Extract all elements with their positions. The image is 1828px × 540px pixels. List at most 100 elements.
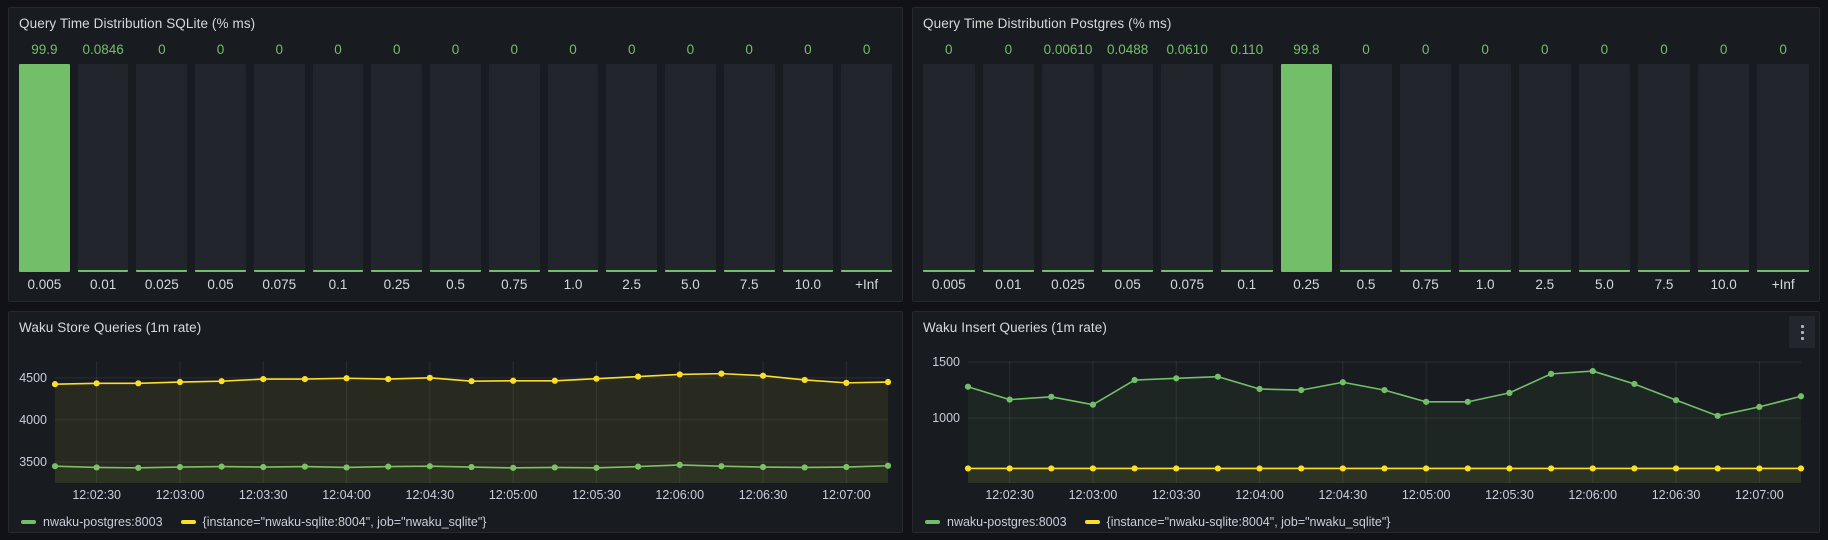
- bucket-value-label: 0: [275, 42, 284, 57]
- data-point: [93, 464, 100, 471]
- bucket-x-label: 7.5: [1654, 277, 1674, 292]
- legend-series-label: nwaku-postgres:8003: [947, 515, 1067, 529]
- histogram-bucket: 0 0.01: [982, 38, 1035, 295]
- bucket-x-label: 0.075: [262, 277, 297, 292]
- histogram-bar-fill: [547, 270, 599, 272]
- data-point: [1339, 379, 1346, 386]
- histogram-bar-fill: [606, 270, 658, 272]
- y-tick-label: 1500: [932, 355, 960, 369]
- panel-title[interactable]: Waku Insert Queries (1m rate): [923, 319, 1107, 335]
- bucket-value-label: 0: [627, 42, 636, 57]
- x-tick-label: 12:07:00: [1735, 488, 1784, 502]
- data-point: [1714, 412, 1721, 419]
- data-point: [343, 375, 350, 382]
- histogram-bar: [1697, 64, 1750, 272]
- bucket-x-label: 2.5: [622, 277, 642, 292]
- histogram-bar-fill: [1578, 270, 1631, 272]
- bucket-value-label: 0: [334, 42, 342, 57]
- bucket-x-label: 5.0: [1595, 277, 1614, 292]
- histogram-bar: [1578, 64, 1631, 272]
- histogram-bucket: 0 7.5: [1638, 38, 1690, 295]
- histogram-bar: [841, 64, 892, 272]
- data-point: [1214, 373, 1221, 380]
- panel-waku-store-queries: Waku Store Queries (1m rate) 12:02:30 12:…: [8, 311, 903, 533]
- legend-item[interactable]: {instance="nwaku-sqlite:8004", job="nwak…: [180, 515, 486, 529]
- data-point: [759, 372, 767, 379]
- panel-header: Query Time Distribution SQLite (% ms): [9, 8, 902, 38]
- histogram-bucket: 0 10.0: [1697, 38, 1750, 295]
- bucket-x-label: 0.01: [995, 277, 1022, 292]
- bucket-value-label: 0: [1660, 42, 1668, 57]
- histogram-bar-fill: [488, 270, 540, 272]
- histogram-bar-fill: [19, 64, 70, 272]
- kebab-icon: [1800, 324, 1804, 340]
- histogram-bucket: 0 0.075: [253, 38, 305, 295]
- data-point: [593, 375, 600, 382]
- data-point: [1048, 465, 1055, 472]
- histogram-bucket: 99.8 0.25: [1280, 38, 1333, 295]
- bucket-x-label: 0.1: [1237, 277, 1257, 292]
- histogram-bucket: 0 5.0: [1578, 38, 1631, 295]
- bucket-value-label: 0: [1719, 42, 1728, 57]
- data-point: [635, 463, 642, 470]
- panel-title[interactable]: Waku Store Queries (1m rate): [19, 319, 202, 335]
- bucket-x-label: +Inf: [1771, 277, 1795, 292]
- histogram-bar: [1757, 64, 1809, 272]
- bucket-value-label: 0: [1481, 42, 1489, 57]
- x-tick-label: 12:06:30: [739, 488, 788, 502]
- timeseries-insert: 12:02:30 12:03:00 12:03:30 12:04:00 12:04:30…: [913, 342, 1819, 532]
- histogram-bar: [606, 64, 658, 272]
- data-point: [1672, 397, 1680, 404]
- histogram-bar: [723, 64, 775, 272]
- histogram-bar-fill: [1757, 270, 1809, 272]
- data-point: [176, 463, 184, 471]
- x-tick-label: 12:03:30: [1152, 488, 1201, 502]
- data-point: [1464, 465, 1471, 472]
- panel-title[interactable]: Query Time Distribution SQLite (% ms): [19, 15, 256, 31]
- histogram-bucket: 0 0.1: [312, 38, 364, 295]
- legend-item[interactable]: {instance="nwaku-sqlite:8004", job="nwak…: [1084, 515, 1390, 529]
- bucket-value-label: 0: [1362, 42, 1370, 57]
- data-point: [1298, 465, 1305, 472]
- panel-header: Waku Insert Queries (1m rate): [913, 312, 1819, 348]
- data-point: [260, 375, 267, 383]
- bucket-value-label: 0.110: [1230, 42, 1264, 57]
- histogram-bucket: 0.00610 0.025: [1042, 38, 1094, 295]
- legend-item[interactable]: nwaku-postgres:8003: [925, 515, 1067, 529]
- data-point: [135, 380, 142, 387]
- histogram-bar-fill: [841, 270, 892, 272]
- bucket-x-label: +Inf: [855, 277, 879, 292]
- histogram-bucket: 0.0488 0.05: [1101, 38, 1154, 295]
- histogram-bar: [923, 64, 975, 272]
- data-point: [343, 464, 350, 471]
- histogram-bar-fill: [1340, 270, 1392, 272]
- y-tick-label: 4500: [19, 371, 47, 385]
- data-point: [1423, 465, 1430, 472]
- panel-query-time-postgres: Query Time Distribution Postgres (% ms) …: [912, 7, 1820, 302]
- x-tick-label: 12:03:30: [239, 488, 288, 502]
- histogram-bucket: 0 1.0: [547, 38, 599, 295]
- y-tick-label: 3500: [19, 455, 47, 469]
- data-point: [801, 464, 808, 471]
- bucket-x-label: 10.0: [1710, 277, 1737, 292]
- histogram-bar: [1638, 64, 1690, 272]
- panel-query-time-sqlite: Query Time Distribution SQLite (% ms) 99…: [8, 7, 903, 302]
- histogram-bucket: 0 0.75: [1399, 38, 1452, 295]
- data-point: [1631, 380, 1638, 388]
- data-point: [385, 375, 392, 383]
- legend-item[interactable]: nwaku-postgres:8003: [21, 515, 163, 529]
- timeseries-plot: 12:02:30 12:03:00 12:03:30 12:04:00 12:04:30…: [19, 361, 892, 502]
- histogram-bar-fill: [1459, 270, 1511, 272]
- histogram-bucket: 0 2.5: [606, 38, 658, 295]
- data-point: [884, 462, 892, 469]
- data-point: [1506, 465, 1513, 472]
- data-point: [551, 377, 558, 384]
- data-point: [1173, 465, 1180, 472]
- panel-title[interactable]: Query Time Distribution Postgres (% ms): [923, 15, 1172, 31]
- bucket-value-label: 0.0488: [1106, 42, 1149, 57]
- histogram-bar: [1220, 64, 1273, 272]
- panel-menu-button[interactable]: [1789, 316, 1815, 348]
- histogram-bar: [982, 64, 1035, 272]
- histogram-bar-fill: [312, 270, 364, 272]
